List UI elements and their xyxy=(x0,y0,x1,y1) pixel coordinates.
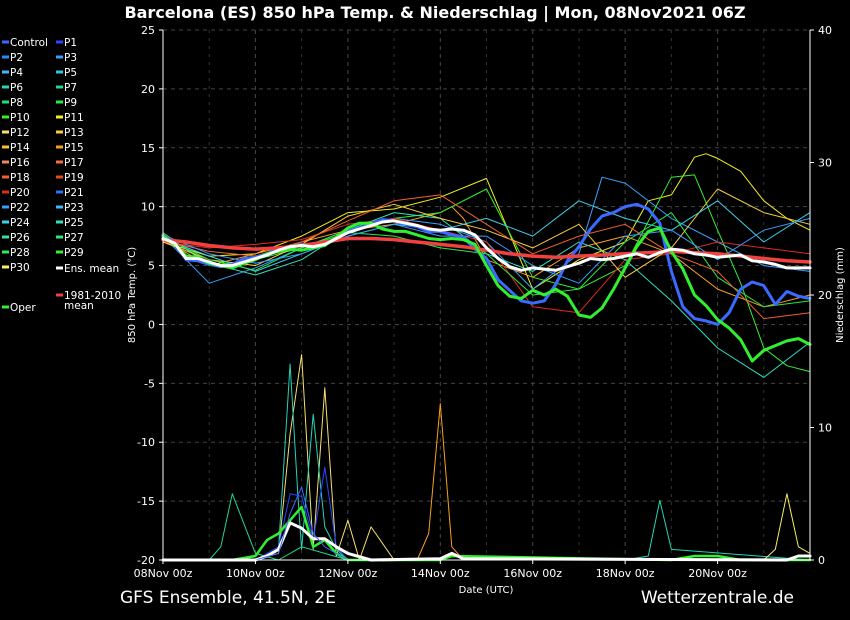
y-tick-label-right: 20 xyxy=(818,289,832,302)
legend-label-p4: P4 xyxy=(10,67,23,79)
x-tick-label: 08Nov 00z xyxy=(134,567,193,580)
y-axis-label-right: Niederschlag (mm) xyxy=(835,247,846,343)
temp-line-p13 xyxy=(162,188,811,278)
y-tick-label-left: 0 xyxy=(148,318,155,331)
legend-label-p1: P1 xyxy=(64,37,77,49)
legend: Control P1 P2 P3 P4 P5 P6 P7 P8 P9 P10 P11 P12 P13 P14… xyxy=(2,37,121,314)
legend-label-oper: Oper xyxy=(10,302,36,314)
precip-line-oper xyxy=(161,505,812,562)
x-tick-label: 18Nov 00z xyxy=(596,567,655,580)
legend-label-p14: P14 xyxy=(10,142,30,154)
legend-label-p18: P18 xyxy=(10,172,30,184)
legend-label-p10: P10 xyxy=(10,112,30,124)
temp-line-p24 xyxy=(162,200,811,272)
y-tick-label-right: 0 xyxy=(818,554,825,567)
legend-label-p22: P22 xyxy=(10,202,30,214)
temp-line-p20 xyxy=(162,217,811,314)
legend-label-p30: P30 xyxy=(10,262,30,274)
precip-line-control xyxy=(162,486,811,561)
y-tick-label-right: 40 xyxy=(818,24,832,37)
chart-title: Barcelona (ES) 850 hPa Temp. & Niedersch… xyxy=(124,3,745,23)
axes: 25 20 15 10 5 0 -5 -10 -15 -20 40 30 20 10 0 08Nov 00z 1… xyxy=(134,24,832,580)
y-tick-label-left: 25 xyxy=(141,24,155,37)
legend-label-p2: P2 xyxy=(10,52,23,64)
legend-label-p16: P16 xyxy=(10,157,30,169)
temp-line-1981-2010-mean xyxy=(161,236,812,264)
legend-label-p26: P26 xyxy=(10,232,30,244)
x-tick-label: 20Nov 00z xyxy=(688,567,747,580)
y-tick-label-left: -5 xyxy=(144,377,155,390)
legend-label-p6: P6 xyxy=(10,82,23,94)
temp-line-p22 xyxy=(162,217,811,284)
x-tick-label: 16Nov 00z xyxy=(503,567,562,580)
legend-label-p3: P3 xyxy=(64,52,77,64)
legend-label-ens-mean: Ens. mean xyxy=(64,263,119,275)
legend-label-p9: P9 xyxy=(64,97,77,109)
y-tick-label-left: 10 xyxy=(141,201,155,214)
legend-label-p15: P15 xyxy=(64,142,84,154)
x-tick-label: 10Nov 00z xyxy=(226,567,285,580)
precip-line-ens-mean xyxy=(161,521,812,562)
legend-label-control: Control xyxy=(10,37,48,49)
legend-label-p8: P8 xyxy=(10,97,23,109)
legend-label-1981-2010-mean: 1981-2010 xyxy=(64,290,121,302)
plot-area xyxy=(161,153,812,562)
legend-label-p24: P24 xyxy=(10,217,30,229)
legend-label-p28: P28 xyxy=(10,247,30,259)
y-tick-label-left: 20 xyxy=(141,83,155,96)
temp-line-ens-mean xyxy=(161,219,812,272)
source-credit: Wetterzentrale.de xyxy=(640,588,794,608)
y-tick-label-right: 30 xyxy=(818,157,832,170)
legend-label-p23: P23 xyxy=(64,202,84,214)
precip-line-p6 xyxy=(162,363,811,561)
precip-line-p1 xyxy=(162,466,811,561)
legend-label-p12: P12 xyxy=(10,127,30,139)
x-tick-label: 12Nov 00z xyxy=(318,567,377,580)
grid xyxy=(162,29,810,561)
legend-label-p20: P20 xyxy=(10,187,30,199)
legend-label-p11: P11 xyxy=(64,112,84,124)
legend-label-p21: P21 xyxy=(64,187,84,199)
y-tick-label-left: -20 xyxy=(137,554,155,567)
x-tick-label: 14Nov 00z xyxy=(411,567,470,580)
legend-label-p19: P19 xyxy=(64,172,84,184)
legend-label-p13: P13 xyxy=(64,127,84,139)
legend-label-p29: P29 xyxy=(64,247,84,259)
y-tick-label-left: 15 xyxy=(141,142,155,155)
legend-label-p7: P7 xyxy=(64,82,77,94)
legend-label-p17: P17 xyxy=(64,157,84,169)
y-tick-label-left: -10 xyxy=(137,436,155,449)
y-tick-label-right: 10 xyxy=(818,422,832,435)
legend-label-1981-2010-mean-2: mean xyxy=(64,300,94,312)
y-tick-label-left: -15 xyxy=(137,495,155,508)
model-info: GFS Ensemble, 41.5N, 2E xyxy=(120,588,336,608)
legend-label-p5: P5 xyxy=(64,67,77,79)
legend-label-p27: P27 xyxy=(64,232,84,244)
y-tick-label-left: 5 xyxy=(148,260,155,273)
precip-line-p12 xyxy=(162,354,811,561)
y-axis-label-left: 850 hPa Temp. (°C) xyxy=(127,247,138,343)
x-axis-label: Date (UTC) xyxy=(459,585,514,596)
legend-label-p25: P25 xyxy=(64,217,84,229)
